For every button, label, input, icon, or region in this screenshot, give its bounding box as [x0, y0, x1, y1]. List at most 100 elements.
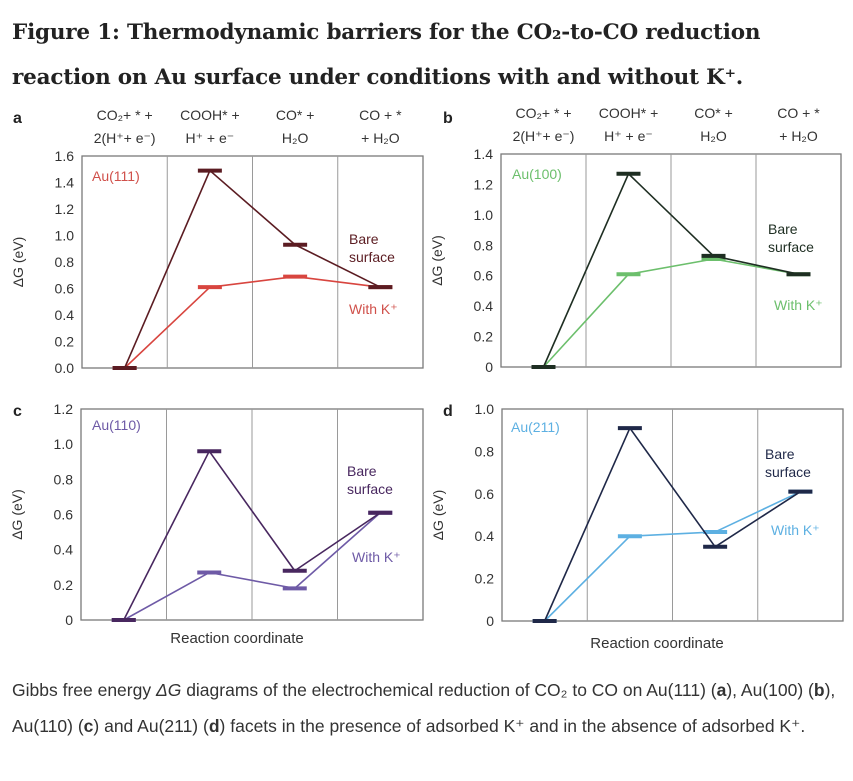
series-connector-line — [714, 490, 801, 533]
caption-panel-ref: d — [208, 716, 220, 736]
series-connector-line — [124, 286, 211, 369]
series-label-with-k: With K⁺ — [771, 522, 820, 538]
series-connector-line — [294, 512, 381, 589]
y-tick-label: 0 — [65, 612, 73, 628]
series-label-bare: Bare — [768, 221, 798, 237]
caption-text: ), Au(110) ( — [12, 680, 836, 736]
series-label-bare: surface — [349, 249, 395, 265]
series-connector-line — [542, 273, 630, 368]
y-tick-label: 0 — [486, 613, 494, 629]
caption-text: diagrams of the electrochemical reductio… — [181, 680, 717, 700]
caption-text: ) facets in the presence of adsorbed K⁺ … — [219, 716, 806, 736]
column-header: CO* + — [276, 107, 315, 123]
series-connector-line — [209, 571, 295, 590]
y-tick-label: 1.4 — [55, 175, 75, 191]
y-tick-label: 0.8 — [475, 443, 495, 459]
y-tick-label: 1.0 — [475, 401, 495, 417]
x-axis-label: Reaction coordinate — [170, 630, 303, 647]
column-header: 2(H⁺+ e⁻) — [94, 130, 156, 146]
caption-text: ) and Au(211) ( — [93, 716, 209, 736]
panel-letter: b — [443, 110, 453, 127]
column-header: H₂O — [700, 128, 727, 144]
y-axis-label: ΔG (eV) — [429, 235, 445, 286]
column-header: COOH* + — [599, 105, 659, 121]
series-label-bare: surface — [768, 239, 814, 255]
y-tick-label: 0.4 — [55, 307, 75, 323]
y-axis-label: ΔG (eV) — [10, 237, 26, 288]
y-tick-label: 0.4 — [54, 542, 74, 558]
y-tick-label: 1.0 — [54, 436, 74, 452]
panel-letter: a — [13, 110, 22, 127]
series-label-bare: surface — [765, 464, 811, 480]
series-connector-line — [544, 535, 631, 622]
caption-text: ), Au(100) ( — [726, 680, 814, 700]
series-connector-line — [295, 275, 381, 288]
column-header: CO + * — [359, 107, 402, 123]
column-header: CO₂+ * + — [515, 105, 571, 121]
column-header: 2(H⁺+ e⁻) — [513, 128, 575, 144]
series-connector-line — [543, 427, 631, 622]
series-connector-line — [123, 571, 210, 621]
y-tick-label: 1.4 — [474, 146, 494, 162]
y-axis-label: ΔG (eV) — [430, 490, 446, 541]
y-tick-label: 0.6 — [474, 268, 494, 284]
y-tick-label: 0.6 — [54, 507, 74, 523]
series-connector-line — [629, 427, 716, 548]
panel-letter: c — [13, 403, 22, 420]
y-tick-label: 0 — [485, 359, 493, 375]
y-tick-label: 1.2 — [55, 201, 75, 217]
column-header: + H₂O — [779, 128, 818, 144]
y-tick-label: 1.0 — [55, 228, 75, 244]
y-tick-label: 0.4 — [475, 528, 495, 544]
y-tick-label: 0.8 — [55, 254, 75, 270]
y-tick-label: 1.2 — [54, 401, 74, 417]
column-header: CO* + — [694, 105, 733, 121]
column-header: COOH* + — [180, 107, 240, 123]
y-tick-label: 1.0 — [474, 207, 494, 223]
caption-text: ΔG — [155, 680, 182, 700]
series-connector-line — [542, 173, 630, 368]
series-label-bare: surface — [347, 481, 393, 497]
y-tick-label: 1.6 — [55, 148, 75, 164]
surface-label: Au(211) — [511, 419, 560, 435]
surface-label: Au(110) — [92, 417, 141, 433]
series-connector-line — [714, 491, 801, 548]
y-tick-label: 0.2 — [54, 577, 74, 593]
series-connector-line — [209, 275, 296, 288]
caption-text: Gibbs free energy — [12, 680, 156, 700]
y-tick-label: 0.0 — [55, 360, 75, 376]
figure-title: Figure 1: Thermodynamic barriers for the… — [12, 20, 761, 90]
caption-panel-ref: b — [813, 680, 825, 700]
series-connector-line — [294, 512, 381, 572]
series-connector-line — [123, 450, 210, 621]
x-axis-label: Reaction coordinate — [590, 635, 723, 652]
column-header: CO₂+ * + — [97, 107, 153, 123]
column-header: H⁺ + e⁻ — [186, 130, 235, 146]
series-connector-line — [208, 450, 296, 572]
caption-panel-ref: a — [716, 680, 727, 700]
caption-panel-ref: c — [83, 716, 94, 736]
y-axis-label: ΔG (eV) — [9, 489, 25, 540]
y-tick-label: 0.8 — [54, 471, 74, 487]
figure-caption: Gibbs free energy ΔG diagrams of the ele… — [12, 672, 847, 744]
series-label-bare: Bare — [347, 463, 377, 479]
y-tick-label: 0.8 — [474, 237, 494, 253]
column-header: H⁺ + e⁻ — [604, 128, 653, 144]
surface-label: Au(111) — [92, 168, 140, 184]
y-tick-label: 0.2 — [55, 334, 75, 350]
series-connector-line — [123, 170, 211, 369]
y-tick-label: 0.6 — [475, 486, 495, 502]
y-tick-label: 0.2 — [475, 571, 495, 587]
series-label-with-k: With K⁺ — [352, 549, 401, 565]
figure-panels: a 0.0 0.2 0.4 0.6 0.8 1.0 1.2 1.4 1.6 ΔG (eV) CO₂+ … — [9, 105, 844, 652]
y-tick-label: 0.4 — [474, 298, 494, 314]
series-connector-line — [209, 169, 296, 246]
column-header: H₂O — [282, 130, 309, 146]
column-header: + H₂O — [361, 130, 400, 146]
series-connector-line — [629, 531, 716, 537]
series-connector-line — [628, 258, 714, 275]
surface-label: Au(100) — [512, 166, 562, 182]
y-tick-label: 0.2 — [474, 329, 494, 345]
series-label-with-k: With K⁺ — [774, 297, 823, 313]
y-tick-label: 0.6 — [55, 281, 75, 297]
